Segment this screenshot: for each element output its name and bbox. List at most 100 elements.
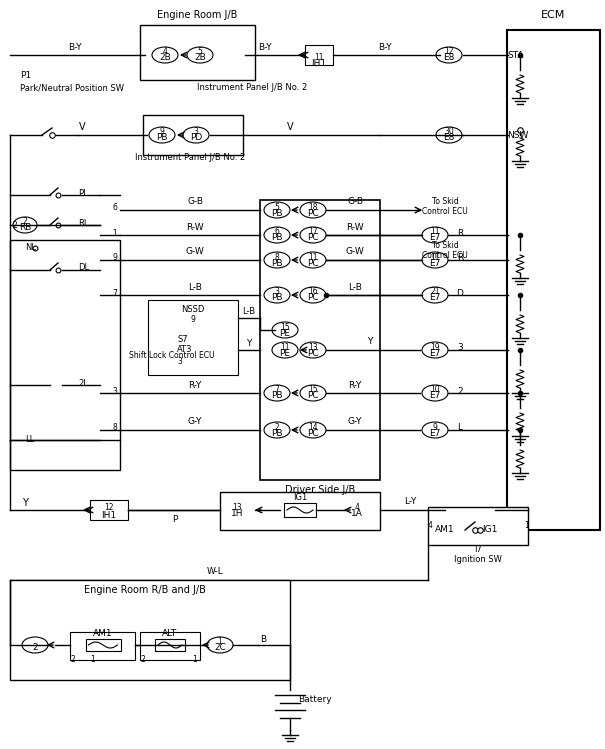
Text: 1: 1: [192, 655, 197, 664]
Text: 11: 11: [280, 342, 290, 351]
Text: PC: PC: [307, 392, 319, 401]
Text: 14: 14: [308, 422, 318, 431]
Bar: [260, 200, 380, 480]
Text: Instrument Panel J/B No. 2: Instrument Panel J/B No. 2: [135, 154, 245, 163]
Text: 2: 2: [457, 386, 463, 395]
Text: R-Y: R-Y: [188, 380, 201, 389]
Text: 4: 4: [428, 521, 433, 530]
Bar: [10, 580, 290, 680]
Bar: [220, 492, 380, 530]
Text: NSSD: NSSD: [182, 306, 204, 315]
Text: 1H: 1H: [231, 509, 243, 518]
Text: S7: S7: [177, 336, 188, 345]
Text: Y: Y: [22, 498, 28, 508]
Text: Park/Neutral Position SW: Park/Neutral Position SW: [20, 83, 124, 92]
Text: 5: 5: [275, 202, 280, 211]
Text: 15: 15: [280, 323, 290, 332]
Text: To Skid: To Skid: [431, 240, 459, 249]
Text: PC: PC: [307, 348, 319, 357]
Text: Shift Lock Control ECU: Shift Lock Control ECU: [129, 351, 215, 360]
Text: 19: 19: [430, 342, 440, 351]
Text: ECM: ECM: [541, 10, 566, 20]
Text: PB: PB: [271, 428, 283, 437]
Text: B-Y: B-Y: [258, 43, 272, 52]
Text: LL: LL: [25, 435, 34, 444]
Bar: [70, 632, 135, 660]
Text: B-Y: B-Y: [68, 43, 82, 52]
Text: 16: 16: [308, 288, 318, 297]
Text: 6: 6: [275, 228, 280, 237]
Text: 17: 17: [308, 228, 318, 237]
Bar: [143, 115, 243, 155]
Text: Engine Room R/B and J/B: Engine Room R/B and J/B: [84, 585, 206, 595]
Text: G-W: G-W: [345, 247, 364, 256]
Text: IG1: IG1: [293, 493, 307, 502]
Text: PC: PC: [307, 208, 319, 217]
Text: 2: 2: [22, 217, 27, 226]
Text: 9: 9: [160, 127, 165, 136]
Text: W-L: W-L: [207, 568, 223, 577]
Text: 18: 18: [309, 202, 318, 211]
Text: 12: 12: [104, 503, 114, 512]
Text: R-W: R-W: [346, 222, 364, 231]
Text: 2: 2: [140, 655, 145, 664]
Text: E8: E8: [443, 53, 455, 62]
Text: 2B: 2B: [194, 53, 206, 62]
Bar: [428, 507, 528, 545]
Text: 3: 3: [194, 127, 198, 136]
Text: 9: 9: [113, 253, 117, 262]
Text: 13: 13: [308, 342, 318, 351]
Text: 6: 6: [113, 204, 117, 213]
Text: RL: RL: [78, 219, 88, 228]
Bar: [85, 639, 120, 651]
Text: RB: RB: [19, 223, 31, 232]
Text: PB: PB: [271, 208, 283, 217]
Text: 3: 3: [177, 357, 182, 366]
Text: L-B: L-B: [188, 282, 202, 291]
Text: NL: NL: [25, 243, 36, 252]
Text: PC: PC: [307, 428, 319, 437]
Bar: [140, 632, 200, 660]
Bar: [90, 500, 128, 520]
Text: PC: PC: [307, 294, 319, 303]
Text: 2: 2: [13, 220, 18, 229]
Text: E7: E7: [430, 392, 440, 401]
Text: 2: 2: [32, 643, 38, 652]
Text: PB: PB: [156, 133, 168, 142]
Text: 11: 11: [430, 252, 440, 261]
Text: 30: 30: [444, 127, 454, 136]
Text: G-W: G-W: [186, 247, 204, 256]
Text: 2L: 2L: [78, 378, 88, 387]
Text: 3: 3: [113, 386, 117, 395]
Text: Control ECU: Control ECU: [422, 250, 468, 259]
Text: PE: PE: [280, 329, 290, 338]
Text: P: P: [172, 515, 178, 524]
Text: PE: PE: [280, 348, 290, 357]
Text: E7: E7: [430, 258, 440, 267]
Text: 2: 2: [275, 422, 280, 431]
Text: B-Y: B-Y: [378, 43, 392, 52]
Text: L-B: L-B: [243, 308, 255, 317]
Text: Instrument Panel J/B No. 2: Instrument Panel J/B No. 2: [197, 83, 307, 92]
Text: 9: 9: [433, 422, 437, 431]
Text: To Skid: To Skid: [431, 198, 459, 207]
Text: R-W: R-W: [186, 222, 204, 231]
Text: G-B: G-B: [347, 198, 363, 207]
Text: 13: 13: [232, 503, 242, 512]
Text: E7: E7: [430, 348, 440, 357]
Bar: [507, 30, 600, 530]
Text: 1: 1: [113, 228, 117, 237]
Text: DL: DL: [78, 264, 89, 273]
Text: B: B: [260, 635, 266, 644]
Text: 11: 11: [309, 252, 318, 261]
Text: PC: PC: [307, 234, 319, 243]
Text: E8: E8: [443, 133, 455, 142]
Text: D: D: [457, 288, 463, 297]
Text: 2C: 2C: [214, 643, 226, 652]
Text: Engine Room J/B: Engine Room J/B: [157, 10, 237, 20]
Text: 7: 7: [275, 386, 280, 395]
Text: 1: 1: [525, 521, 529, 530]
Text: AM1: AM1: [93, 628, 113, 637]
Bar: [140, 25, 255, 80]
Text: ALT: ALT: [162, 628, 178, 637]
